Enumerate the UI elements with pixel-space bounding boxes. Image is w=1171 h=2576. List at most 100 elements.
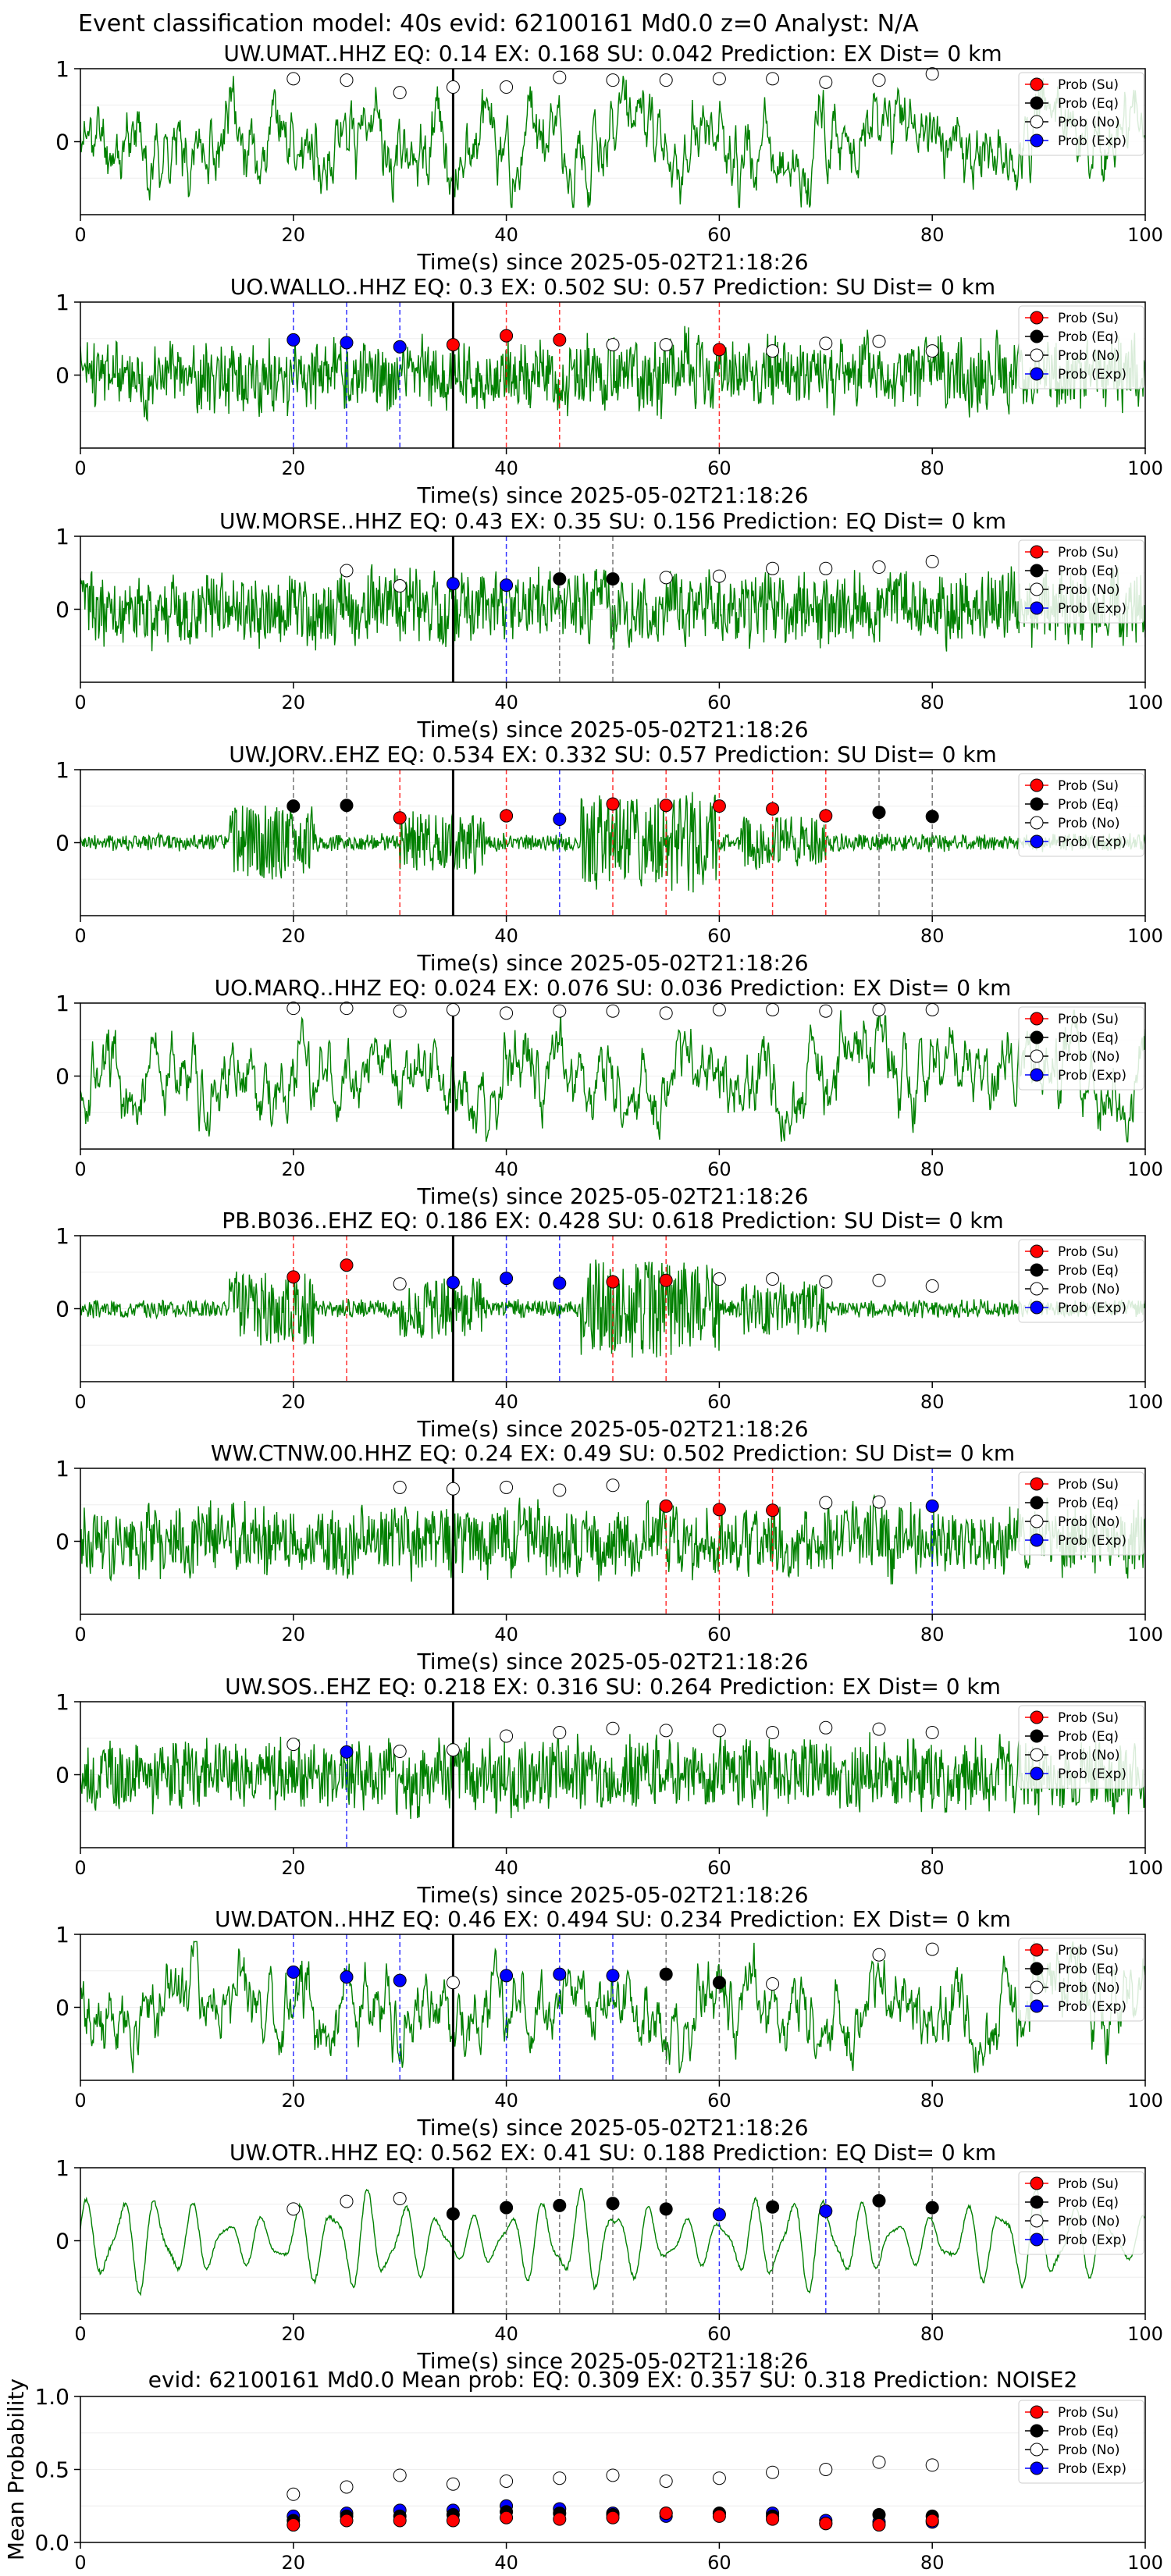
x-tick-label: 0 [74,692,86,713]
x-tick-label: 60 [707,1857,731,1879]
legend-marker [1030,1263,1044,1277]
station-panel: UW.SOS..EHZ EQ: 0.218 EX: 0.316 SU: 0.26… [55,1674,1163,1908]
x-tick-label: 100 [1127,1857,1163,1879]
x-tick-label: 100 [1127,457,1163,479]
x-tick-label: 60 [707,457,731,479]
x-tick-label: 100 [1127,925,1163,947]
prob-marker [446,2207,460,2221]
legend-box [1018,1239,1144,1323]
x-tick-label: 100 [1127,224,1163,246]
legend-marker [1030,582,1044,596]
prob-marker [659,1967,673,1981]
prob-marker [446,1276,460,1290]
prob-marker [606,797,620,811]
panel-title: UW.SOS..EHZ EQ: 0.218 EX: 0.316 SU: 0.26… [225,1674,1001,1699]
prob-marker [925,67,939,81]
waveform-trace [80,1259,1145,1358]
legend-marker [1030,1514,1044,1528]
legend-marker [1030,2176,1044,2190]
y-tick-label: 1 [55,757,69,783]
prob-marker [925,1499,939,1513]
legend-label: Prob (Exp) [1058,601,1127,617]
x-tick-label: 0 [74,2552,86,2574]
y-tick-label: 0.5 [34,2457,69,2483]
mean-prob-marker [925,2458,939,2472]
prob-marker [553,1967,567,1981]
legend-label: Prob (No) [1058,2214,1120,2229]
y-tick-label: 0 [55,2229,69,2254]
legend-label: Prob (Su) [1058,1477,1119,1493]
waveform-trace [80,326,1145,422]
x-tick-label: 40 [494,2323,518,2345]
legend-box [1018,1705,1144,1789]
x-axis-label: Time(s) since 2025-05-02T21:18:26 [416,717,808,742]
legend-marker [1030,1729,1044,1743]
mean-prob-marker [446,2514,460,2528]
prob-marker [712,343,726,357]
x-tick-label: 0 [74,1158,86,1180]
mean-prob-marker [819,2517,833,2531]
prob-marker [712,799,726,813]
legend-marker [1030,329,1044,343]
prob-marker [659,338,673,352]
legend-label: Prob (Eq) [1058,1496,1119,1511]
mean-prob-marker [766,2512,780,2526]
prob-marker [393,1480,407,1494]
station-panel: UW.MORSE..HHZ EQ: 0.43 EX: 0.35 SU: 0.15… [55,508,1163,742]
x-tick-label: 20 [282,1624,306,1646]
legend-marker [1030,816,1044,830]
x-tick-label: 0 [74,1857,86,1879]
prob-marker [500,1272,514,1286]
mean-prob-marker [659,2474,673,2488]
prob-marker [872,334,886,348]
y-tick-label: 0 [55,130,69,155]
prob-marker [819,1496,833,1510]
prob-marker [766,1977,780,1991]
legend-label: Prob (No) [1058,1049,1120,1065]
legend-label: Prob (Su) [1058,311,1119,326]
legend-marker [1030,797,1044,811]
x-tick-label: 20 [282,925,306,947]
prob-marker [872,2194,886,2208]
mean-prob-marker [500,2510,514,2524]
y-tick-label: 0 [55,1995,69,2021]
legend-box [1018,1006,1144,1091]
legend-marker [1030,1980,1044,1994]
prob-marker [553,1483,567,1497]
legend-label: Prob (Su) [1058,1943,1119,1959]
x-tick-label: 0 [74,1391,86,1413]
y-tick-label: 1.0 [34,2384,69,2410]
legend-label: Prob (Eq) [1058,2195,1119,2211]
x-tick-label: 20 [282,224,306,246]
prob-marker [340,1745,354,1759]
legend-label: Prob (No) [1058,1282,1120,1297]
y-axis-label: Mean Probability [3,2379,29,2560]
panel-title: UW.MORSE..HHZ EQ: 0.43 EX: 0.35 SU: 0.15… [219,508,1006,534]
prob-marker [606,1721,620,1735]
prob-marker [606,1969,620,1983]
mean-prob-marker [712,2471,726,2485]
prob-marker [659,1724,673,1738]
prob-marker [712,1976,726,1990]
legend-marker [1030,1244,1044,1258]
legend-marker [1030,2405,1044,2419]
legend-marker [1030,1300,1044,1315]
panel-title: UW.JORV..EHZ EQ: 0.534 EX: 0.332 SU: 0.5… [229,742,997,767]
x-tick-label: 60 [707,224,731,246]
prob-marker [553,1726,567,1740]
panel-title: WW.CTNW.00.HHZ EQ: 0.24 EX: 0.49 SU: 0.5… [211,1440,1015,1466]
legend-marker [1030,2214,1044,2228]
legend-box [1018,1471,1144,1556]
prob-marker [766,1272,780,1286]
prob-marker [712,569,726,583]
x-tick-label: 20 [282,692,306,713]
prob-marker [340,564,354,578]
legend-marker [1030,367,1044,381]
legend-marker [1030,834,1044,849]
legend-label: Prob (Su) [1058,778,1119,794]
mean-prob-marker [553,2512,567,2526]
prob-marker [393,1004,407,1018]
prob-marker [446,1976,460,1990]
prob-marker [872,73,886,87]
prob-marker [712,1272,726,1286]
